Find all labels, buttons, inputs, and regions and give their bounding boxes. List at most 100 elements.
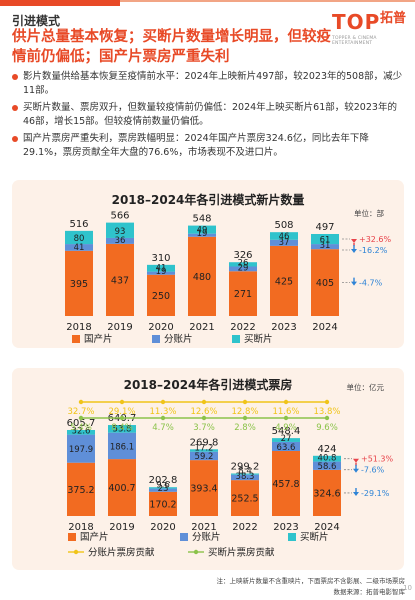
tick-label: 2021 [189,322,214,333]
bar-domestic [313,469,341,516]
data-label: 32.6 [72,427,91,437]
bullet-item: 影片数量供给基本恢复至疫情前水平：2024年上映新片497部，较2023年的50… [12,70,408,98]
data-label: 250 [152,291,170,302]
data-label: 19 [156,267,167,277]
data-label: 9.6 [156,481,170,491]
tick-label: 2019 [107,322,132,333]
total-label: 548.4 [272,426,301,437]
change-label: -4.7% [359,279,383,288]
data-label: 26 [238,259,249,269]
bar-split [313,461,341,470]
bullet-dot-icon [12,136,18,142]
contribution-point [119,399,125,405]
data-label: 170.2 [149,499,176,510]
bar-buyout [67,429,95,435]
film-count-chart: 2018–2024年各引进模式新片数量单位：部39541805162018437… [65,192,392,345]
bar-buyout [231,473,259,475]
contribution-point [201,415,207,421]
legend-label: 分账片票房贡献 [88,547,155,559]
legend-marker [73,549,79,555]
contribution-point [119,415,125,421]
data-label: 41 [156,264,167,274]
bullet-item: 国产片票房严重失利，票房跌幅明显：2024年国产片票房324.6亿，同比去年下降… [12,132,408,160]
total-label: 424 [317,444,336,455]
legend-label: 分账片 [192,531,221,543]
data-label: 324.6 [313,488,340,499]
contribution-point [242,415,248,421]
data-label: 252.5 [231,494,258,505]
chart-title: 2018–2024年各引进模式票房 [124,377,293,392]
bar-buyout [147,264,175,272]
contribution-label: 9.6% [316,423,338,433]
contribution-label: 12.8% [231,407,258,417]
summary-bullets: 影片数量供给基本恢复至疫情前水平：2024年上映新片497部，较2023年的50… [12,70,408,163]
data-label: 41 [74,243,85,253]
legend-label: 国产片 [84,333,113,345]
unit-label: 单位：部 [354,208,384,218]
bar-domestic [67,462,95,516]
bar-split [231,474,259,481]
data-label: 27 [281,434,292,444]
change-label: -29.1% [361,489,390,498]
tick-label: 2019 [109,522,134,533]
bar-split [149,488,177,492]
legend-label: 国产片 [80,531,109,543]
tick-label: 2020 [150,522,175,533]
bar-buyout [188,225,216,234]
contribution-point [242,399,248,405]
contribution-label: 8.4% [111,423,133,433]
tick-label: 2024 [314,522,339,533]
data-label: 31 [320,241,331,251]
data-label: 395 [70,279,88,290]
bar-split [108,432,136,460]
contribution-label: 4.7% [152,423,174,433]
data-label: 457.8 [272,479,299,490]
data-label: 271 [234,289,252,300]
data-label: 58.6 [318,462,337,472]
total-label: 310 [151,253,170,264]
page-number: 10 [403,584,412,592]
bar-split [147,271,175,275]
legend-label: 买断片 [300,531,329,543]
total-label: 566 [110,211,129,222]
legend-label: 分账片 [164,333,193,345]
arrow-down-icon [353,464,359,473]
contribution-point [283,399,289,405]
change-label: -16.2% [359,246,388,255]
bar-domestic [272,450,300,516]
data-label: 29 [238,263,249,273]
legend-label: 买断片 [244,333,273,345]
contribution-label: 4.9% [275,423,297,433]
bar-split [190,451,218,461]
data-label: 400.7 [108,483,135,494]
bar-split [106,237,134,244]
bar-buyout [270,232,298,240]
contribution-label: 3.7% [193,423,215,433]
bar-split [270,239,298,246]
contribution-label: 32.7% [67,407,94,417]
data-label: 63.6 [277,443,296,453]
data-label: 197.9 [69,445,93,455]
total-label: 548 [192,214,211,225]
bar-domestic [229,271,257,316]
data-label: 49 [197,226,208,236]
bar-domestic [311,249,339,316]
legend-swatch [72,335,80,343]
total-label: 516 [69,219,88,230]
logo-cn: 拓普 [380,11,407,26]
data-label: 23 [158,484,169,494]
legend-swatch [68,533,76,541]
contribution-label: 11.3% [149,407,176,417]
bar-buyout [149,487,177,489]
tick-label: 2018 [66,322,91,333]
contribution-point [160,415,166,421]
bar-buyout [108,425,136,433]
bar-domestic [190,460,218,516]
contribution-point [324,399,330,405]
contribution-point [283,415,289,421]
bar-domestic [65,250,93,316]
bar-buyout [311,233,339,245]
bar-domestic [231,480,259,516]
contribution-label: 13.8% [313,407,340,417]
change-label: +51.3% [361,455,394,464]
